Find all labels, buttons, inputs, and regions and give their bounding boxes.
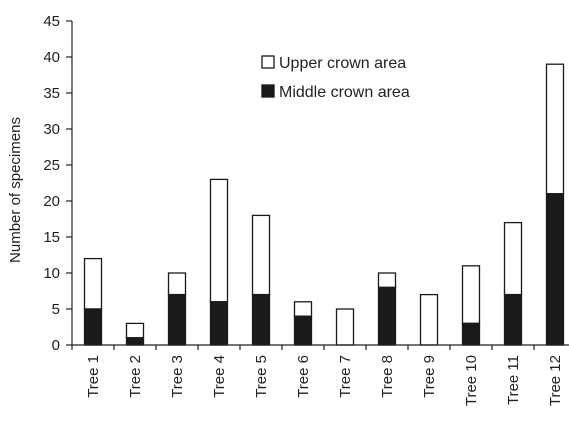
- bar-upper-crown-7: [335, 308, 355, 346]
- y-tick-label: 30: [43, 121, 60, 138]
- legend-label: Middle crown area: [279, 84, 410, 101]
- bar-middle-crown-1: [83, 308, 103, 346]
- bar-upper-crown-3: [167, 272, 187, 296]
- bar-upper-crown-10: [461, 265, 481, 325]
- y-tick-label: 5: [52, 301, 60, 318]
- x-tick-label: Tree 10: [463, 355, 480, 406]
- y-axis-title: Number of specimens: [7, 117, 24, 263]
- y-tick-label: 35: [43, 85, 60, 102]
- bar-middle-crown-2: [125, 337, 145, 346]
- x-tick-label: Tree 4: [211, 355, 228, 398]
- bar-middle-crown-6: [293, 315, 313, 346]
- y-tick-label: 0: [52, 337, 60, 354]
- bar-upper-crown-2: [125, 322, 145, 339]
- x-tick-label: Tree 9: [421, 355, 438, 398]
- legend-swatch: [261, 55, 275, 69]
- bar-upper-crown-9: [419, 293, 439, 346]
- y-tick-label: 15: [43, 229, 60, 246]
- bars-layer: [83, 63, 565, 346]
- y-tick-label: 10: [43, 265, 60, 282]
- bar-middle-crown-8: [377, 286, 397, 346]
- bar-upper-crown-11: [503, 221, 523, 296]
- x-tick-label: Tree 6: [295, 355, 312, 398]
- bar-middle-crown-3: [167, 293, 187, 346]
- x-tick-label: Tree 3: [169, 355, 186, 398]
- legend-swatch: [261, 84, 275, 98]
- y-tick-label: 20: [43, 193, 60, 210]
- legend: Upper crown area Middle crown area: [261, 55, 410, 101]
- bar-upper-crown-8: [377, 272, 397, 289]
- axes-layer: 0 5 10 15 20 25 30 35 40 45 Tree 1 Tree 2 Tree 3 Tree…: [43, 13, 569, 406]
- bar-middle-crown-10: [461, 322, 481, 346]
- x-tick-label: Tree 1: [85, 355, 102, 398]
- x-tick-label: Tree 7: [337, 355, 354, 398]
- bar-upper-crown-12: [545, 63, 565, 195]
- legend-label: Upper crown area: [279, 55, 406, 72]
- bar-middle-crown-12: [545, 193, 565, 346]
- bar-middle-crown-11: [503, 293, 523, 346]
- x-tick-label: Tree 12: [547, 355, 564, 406]
- x-tick-label: Tree 11: [505, 355, 522, 405]
- y-tick-label: 40: [43, 49, 60, 66]
- x-tick-label: Tree 2: [127, 355, 144, 398]
- bar-upper-crown-1: [83, 257, 103, 310]
- bar-upper-crown-5: [251, 214, 271, 296]
- y-tick-label: 25: [43, 157, 60, 174]
- x-tick-label: Tree 8: [379, 355, 396, 398]
- bar-middle-crown-5: [251, 293, 271, 346]
- bar-upper-crown-4: [209, 178, 229, 303]
- bar-upper-crown-6: [293, 301, 313, 317]
- x-tick-label: Tree 5: [253, 355, 270, 398]
- y-tick-label: 45: [43, 13, 60, 30]
- bar-middle-crown-4: [209, 301, 229, 346]
